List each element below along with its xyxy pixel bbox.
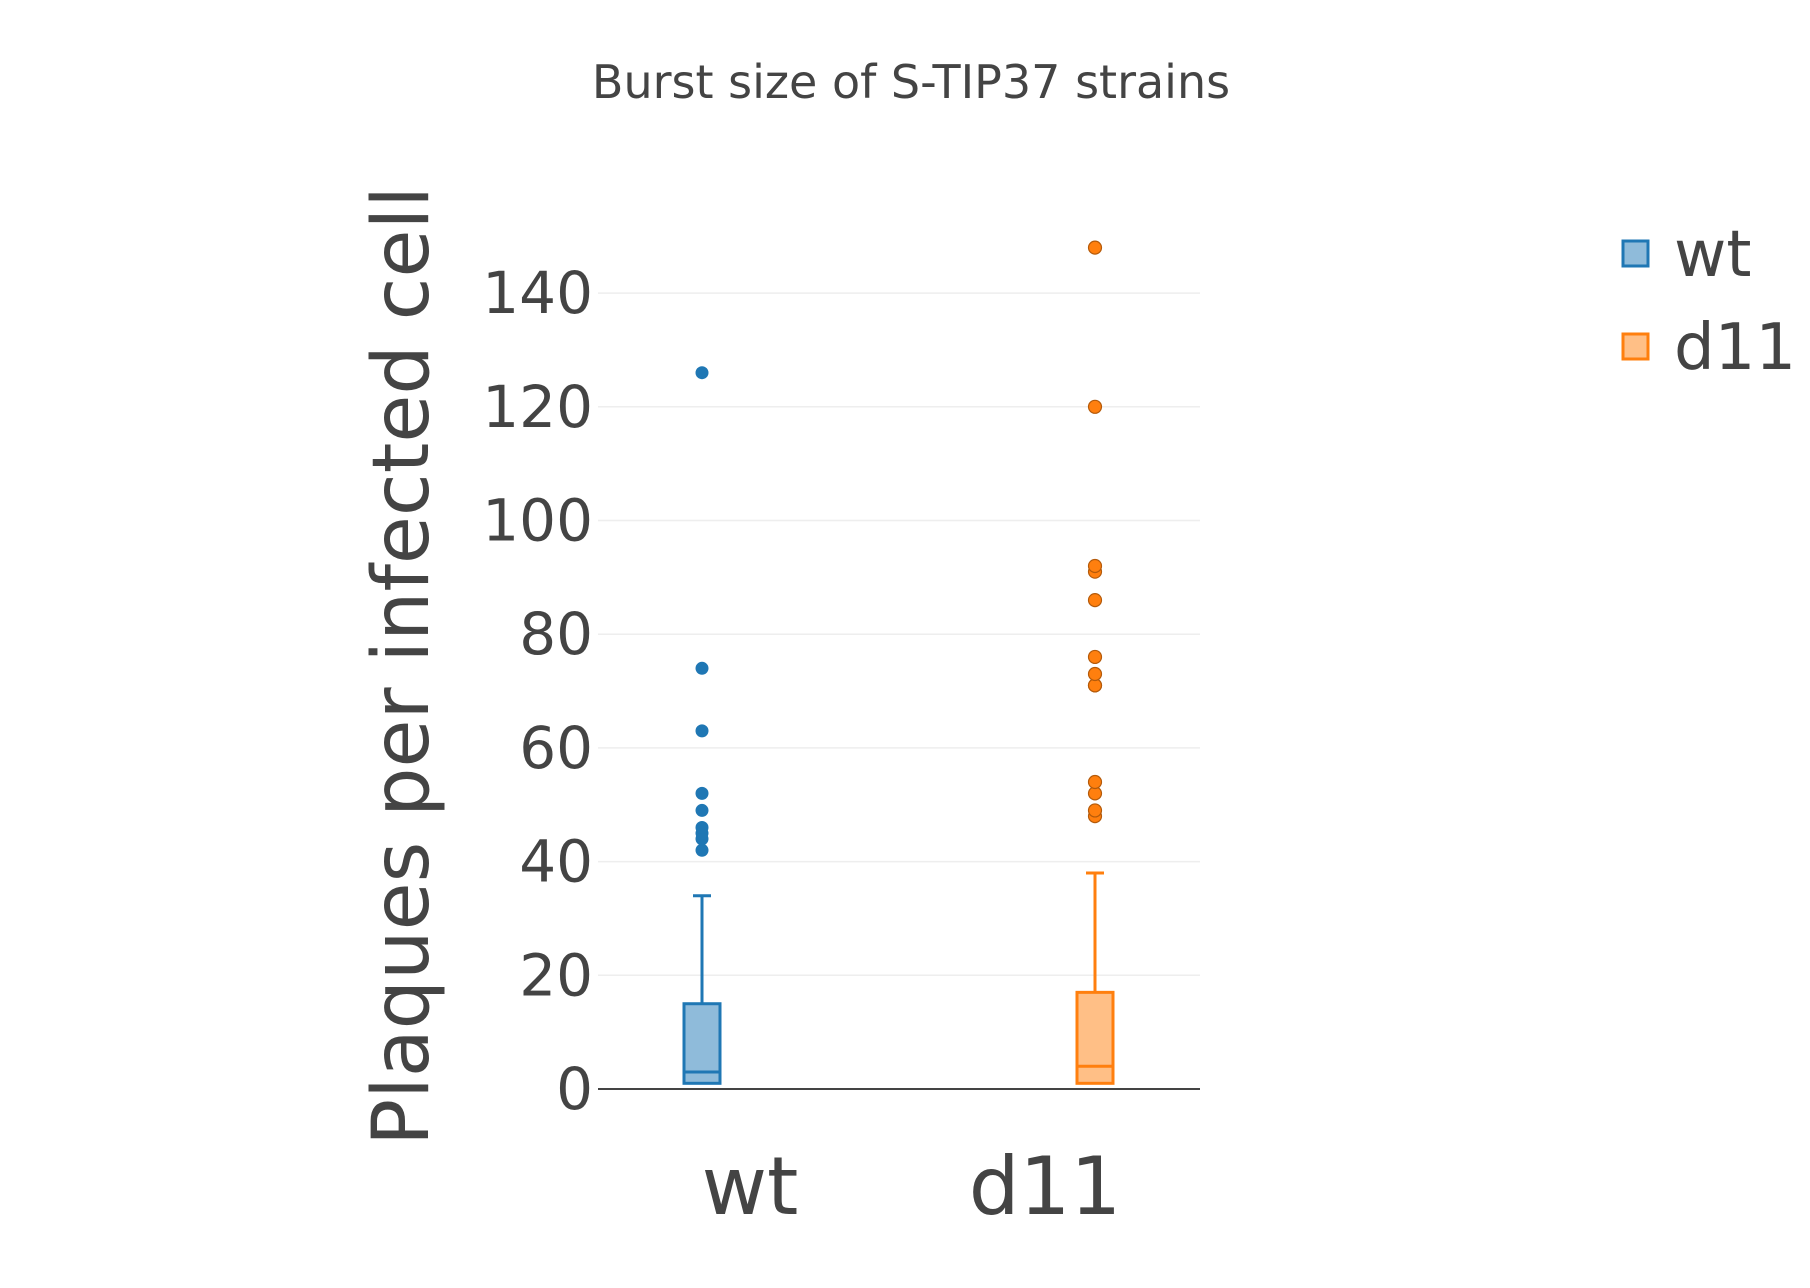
legend[interactable]: wt d11: [1621, 218, 1796, 385]
chart-title: Burst size of S-TIP37 strains: [592, 55, 1230, 109]
y-tick-label: 80: [519, 600, 593, 668]
legend-swatch: [1621, 239, 1650, 268]
x-tick-label: wt: [702, 1140, 799, 1233]
outlier-point: [1087, 240, 1103, 255]
outlier-point: [1087, 649, 1103, 665]
outlier-point: [695, 820, 709, 834]
y-tick-label: 140: [482, 259, 593, 327]
box-iqr: [682, 1002, 722, 1085]
box-iqr: [1075, 990, 1115, 1085]
legend-swatch: [1621, 332, 1650, 361]
y-tick-label: 0: [556, 1055, 593, 1123]
outlier-point: [1087, 558, 1103, 574]
legend-label: wt: [1674, 218, 1751, 292]
y-axis-label: Plaques per infected cell: [357, 186, 447, 1146]
y-axis-ticks: 0 20 40 60 80 100 120 140: [482, 259, 593, 1123]
box-trace-wt[interactable]: [682, 366, 722, 1085]
box-traces: [682, 240, 1115, 1085]
x-tick-label: d11: [969, 1140, 1122, 1233]
outlier-point: [1087, 399, 1103, 414]
y-tick-label: 60: [519, 714, 593, 782]
outlier-point: [1087, 592, 1103, 608]
legend-item-wt[interactable]: wt: [1621, 218, 1751, 292]
y-tick-label: 40: [519, 828, 593, 896]
y-tick-label: 120: [482, 373, 593, 441]
legend-item-d11[interactable]: d11: [1621, 311, 1796, 385]
x-axis-ticks: wt d11: [702, 1140, 1122, 1233]
legend-label: d11: [1674, 311, 1796, 385]
outlier-point: [695, 724, 709, 738]
outlier-point: [695, 786, 709, 800]
outlier-point: [695, 661, 709, 675]
box-trace-d11[interactable]: [1075, 240, 1115, 1085]
outlier-point: [695, 803, 709, 817]
y-tick-label: 100: [482, 487, 593, 555]
gridlines: [598, 292, 1200, 1090]
outlier-point: [1087, 666, 1103, 682]
outlier-point: [1087, 774, 1103, 790]
outlier-point: [695, 366, 709, 380]
outlier-point: [1087, 803, 1103, 818]
outlier-point: [695, 843, 709, 857]
y-tick-label: 20: [519, 941, 593, 1009]
